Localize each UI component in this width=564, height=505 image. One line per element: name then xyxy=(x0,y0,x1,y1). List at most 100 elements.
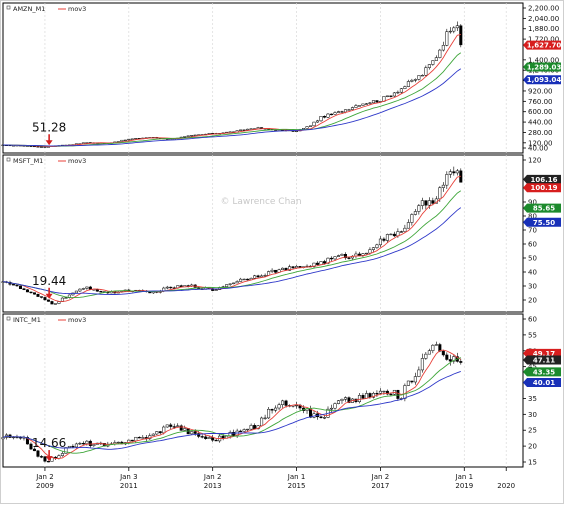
candle-body xyxy=(333,256,337,260)
price-badge-label: 106.16 xyxy=(530,176,557,184)
candle-body xyxy=(193,134,197,137)
candle-body xyxy=(32,448,36,452)
price-badge xyxy=(523,183,561,193)
candle-body xyxy=(343,397,347,400)
candle-body xyxy=(417,75,421,80)
candle-body xyxy=(452,27,456,32)
candle-body xyxy=(329,257,334,260)
candle-body xyxy=(340,254,344,256)
y-tick-label: 120.00 xyxy=(528,139,553,147)
candle-body xyxy=(361,395,365,399)
candle-body xyxy=(256,275,260,278)
price-badge xyxy=(523,355,561,365)
candle-body xyxy=(382,390,386,393)
candle-body xyxy=(392,92,396,97)
candle-body xyxy=(176,425,180,427)
candle-body xyxy=(375,244,379,248)
candle-body xyxy=(43,456,47,462)
candle-body xyxy=(134,138,138,140)
candle-body xyxy=(424,353,428,359)
candle-body xyxy=(190,431,194,435)
candle-body xyxy=(319,416,323,419)
ma-slow-line xyxy=(2,370,461,450)
candle-body xyxy=(336,400,340,404)
candle-body xyxy=(274,269,278,273)
candle-body xyxy=(368,249,372,254)
candle-body xyxy=(64,447,68,454)
candle-body xyxy=(399,231,403,233)
price-badge-label: 43.35 xyxy=(533,368,555,376)
candle-body xyxy=(371,100,375,104)
candle-body xyxy=(1,437,5,440)
candle-body xyxy=(141,437,145,439)
candle-body xyxy=(25,437,29,445)
candle-body xyxy=(221,435,225,439)
candle-body xyxy=(319,261,323,265)
y-tick-label: 50 xyxy=(528,255,537,263)
low-annotation: 51.28 xyxy=(32,120,66,134)
candle-body xyxy=(361,253,365,256)
candle-body xyxy=(249,128,253,130)
candle-body xyxy=(333,403,337,409)
candle-body xyxy=(67,445,71,448)
y-tick-label: 35 xyxy=(528,395,537,403)
candle-body xyxy=(364,103,368,105)
y-tick-label: 25 xyxy=(528,427,537,435)
candle-body xyxy=(406,380,410,386)
price-badge xyxy=(523,75,561,85)
candle-body xyxy=(270,269,274,272)
price-badge-label: 1,093.04 xyxy=(527,76,562,84)
candle-body xyxy=(214,439,218,442)
candle-body xyxy=(36,450,40,457)
candle-body xyxy=(403,385,407,399)
candle-body xyxy=(92,444,96,446)
candle-body xyxy=(99,291,103,293)
candle-body xyxy=(39,296,43,298)
candle-body xyxy=(74,443,78,448)
y-tick-label: 15 xyxy=(528,459,537,467)
indicator-label: mov3 xyxy=(68,157,86,165)
panel-msft_m1: 120 90 80 70 60 50 40 30 20 MSFT_M1 mov3 19.44 106.1… xyxy=(1,154,561,313)
candle-body xyxy=(239,129,243,131)
candle-body xyxy=(291,266,295,269)
candle-body xyxy=(322,261,327,264)
candle-body xyxy=(18,285,22,290)
candle-body xyxy=(396,389,400,399)
candle-body xyxy=(81,442,85,445)
candle-body xyxy=(378,238,382,246)
candle-body xyxy=(190,135,194,137)
candle-body xyxy=(172,426,176,428)
candle-body xyxy=(424,67,428,76)
candle-body xyxy=(277,404,281,409)
price-badge-label: 1,289.03 xyxy=(527,64,562,72)
panel-amzn_m1: 2,200.00 2,040.00 1,880.00 1,720.00 1,400.00… xyxy=(1,2,562,154)
y-tick-label: 1,400.00 xyxy=(528,56,559,64)
candle-body xyxy=(406,81,410,87)
candle-body xyxy=(249,425,253,430)
candle-body xyxy=(165,286,169,289)
candle-body xyxy=(151,433,155,436)
down-arrow-icon xyxy=(45,293,53,299)
indicator-label: mov3 xyxy=(68,5,86,13)
candle-body xyxy=(281,400,285,405)
x-tick-year: 2017 xyxy=(372,482,390,490)
candle-body xyxy=(29,443,33,450)
candle-body xyxy=(15,284,19,287)
candle-body xyxy=(256,127,260,129)
candle-body xyxy=(130,138,134,140)
candle-body xyxy=(148,291,152,294)
candle-body xyxy=(445,174,449,186)
candle-body xyxy=(295,130,299,132)
candle-body xyxy=(260,275,264,278)
low-annotation: 14.66 xyxy=(32,436,66,450)
candle-body xyxy=(200,436,204,438)
x-tick-date: Jan 3 xyxy=(119,473,137,481)
candle-body xyxy=(347,257,351,259)
candle-body xyxy=(242,429,246,432)
candle-body xyxy=(343,254,347,259)
price-badge xyxy=(523,217,561,227)
candle-body xyxy=(389,233,393,236)
panel-frame xyxy=(2,2,524,154)
candle-body xyxy=(434,344,438,346)
candle-body xyxy=(441,45,445,51)
